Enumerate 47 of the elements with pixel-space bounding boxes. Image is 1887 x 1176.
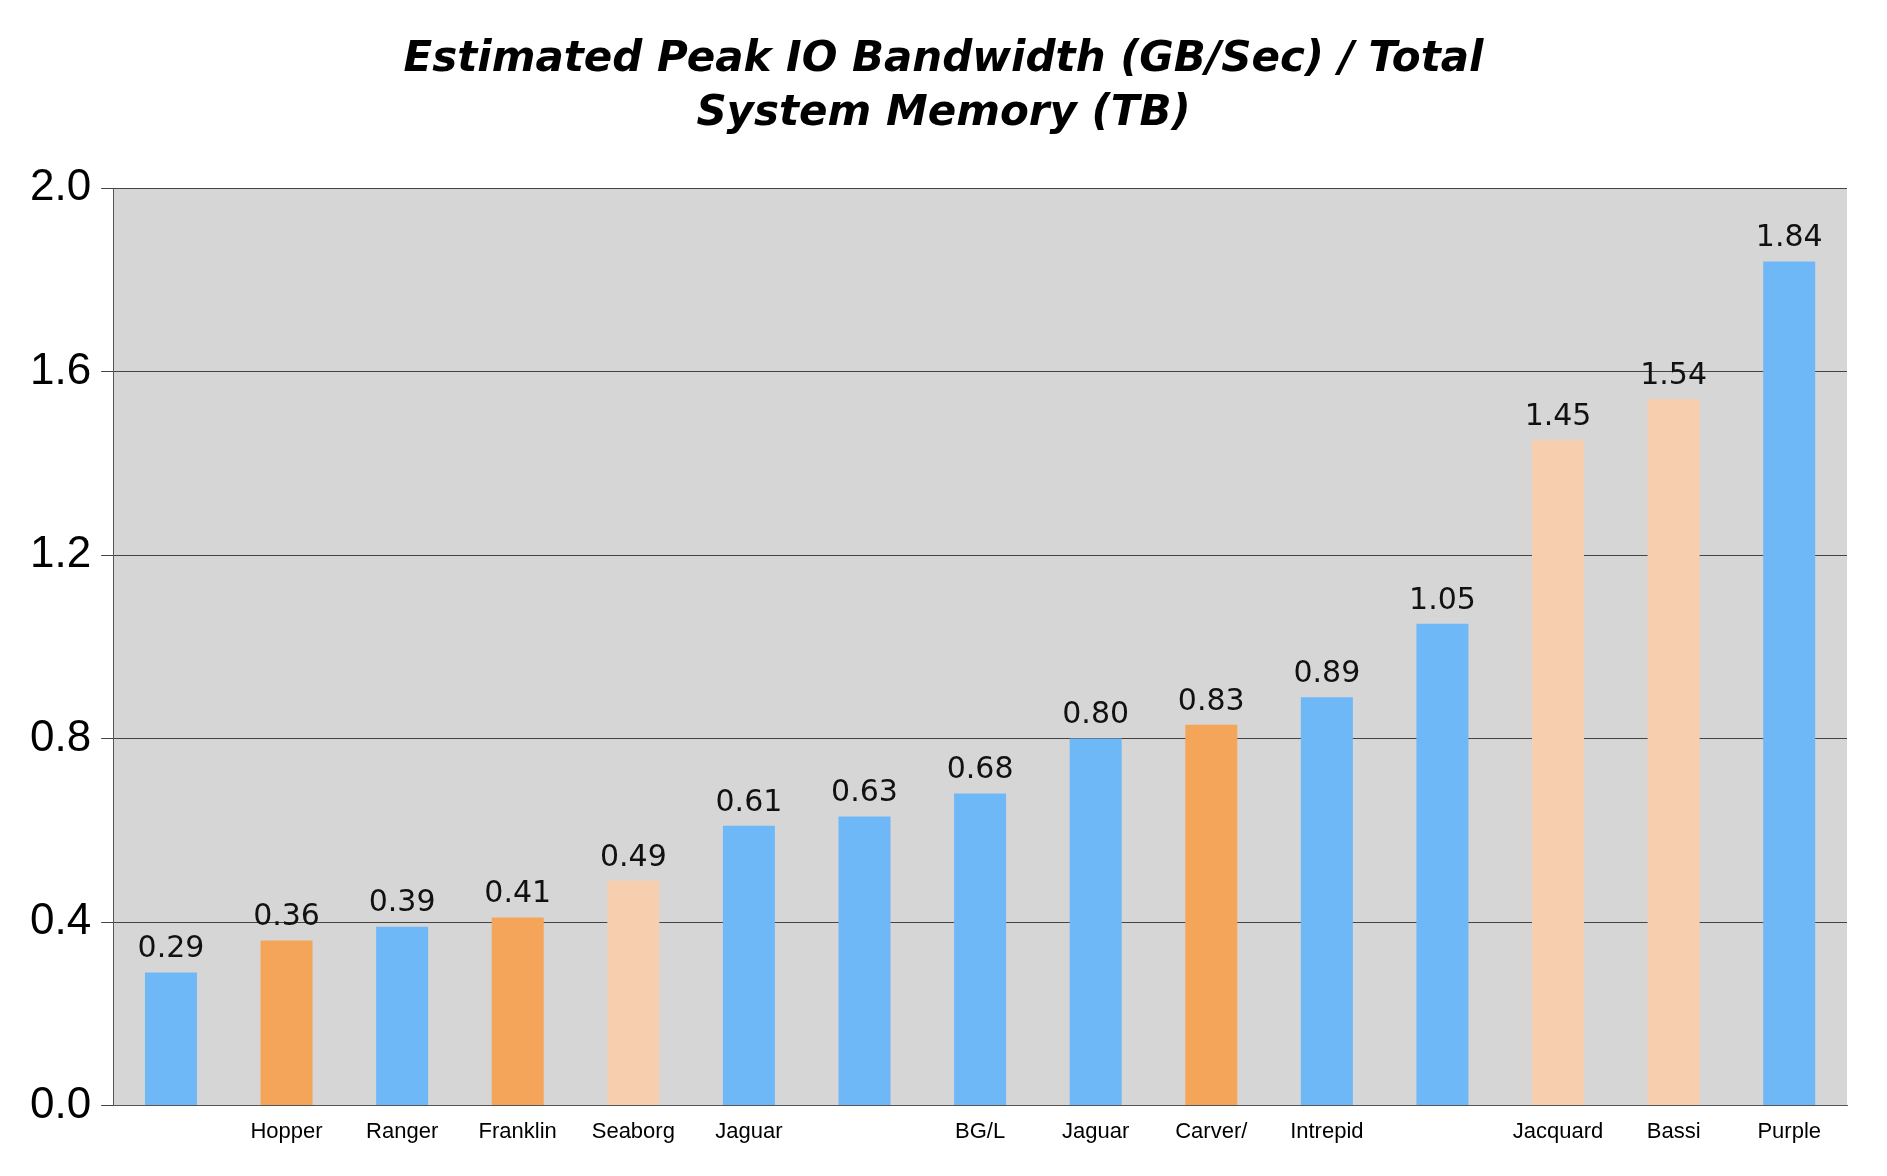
bar bbox=[722, 825, 775, 1106]
data-label: 0.63 bbox=[831, 773, 898, 809]
x-tick-label: Jacquard bbox=[1512, 1117, 1604, 1143]
data-label: 1.45 bbox=[1524, 397, 1592, 433]
y-tick-label: 1.2 bbox=[29, 527, 92, 577]
bar bbox=[1647, 399, 1700, 1106]
x-tick-label: Carver/ bbox=[1175, 1117, 1249, 1143]
bar bbox=[376, 926, 429, 1106]
bar bbox=[1416, 623, 1469, 1106]
bar bbox=[1532, 440, 1585, 1106]
x-tick-label: Jaguar bbox=[715, 1117, 783, 1143]
x-tick-label: Intrepid bbox=[1290, 1117, 1364, 1143]
data-label: 1.05 bbox=[1409, 580, 1476, 616]
bar bbox=[491, 917, 544, 1106]
x-tick-label: Hopper bbox=[250, 1117, 323, 1143]
y-tick-label: 0.4 bbox=[29, 894, 92, 944]
data-label: 0.39 bbox=[368, 883, 436, 919]
chart-title: Estimated Peak IO Bandwidth (GB/Sec) / Total System Memory (TB) bbox=[402, 31, 1485, 137]
bar bbox=[838, 816, 891, 1106]
bar bbox=[1069, 738, 1122, 1106]
x-tick-label: Seaborg bbox=[591, 1117, 675, 1143]
data-label: 0.83 bbox=[1177, 681, 1245, 717]
y-tick-label: 2.0 bbox=[29, 160, 92, 210]
bar bbox=[607, 880, 660, 1106]
data-label: 1.84 bbox=[1755, 218, 1823, 254]
data-label: 0.49 bbox=[599, 837, 667, 873]
x-tick-label: Purple bbox=[1757, 1117, 1821, 1143]
data-label: 0.61 bbox=[715, 782, 783, 818]
x-tick-label: Jaguar bbox=[1062, 1117, 1130, 1143]
y-tick-label: 0.8 bbox=[29, 710, 92, 760]
bar bbox=[1300, 697, 1353, 1106]
data-label: 0.80 bbox=[1062, 695, 1130, 731]
data-label: 0.29 bbox=[137, 929, 205, 965]
bar bbox=[954, 793, 1007, 1106]
y-tick-label: 0.0 bbox=[29, 1077, 92, 1127]
bar bbox=[260, 940, 313, 1106]
data-label: 0.41 bbox=[484, 874, 552, 910]
bar bbox=[1763, 261, 1816, 1106]
x-tick-label: Bassi bbox=[1646, 1117, 1701, 1143]
x-tick-label: Ranger bbox=[366, 1117, 439, 1143]
bar bbox=[1185, 724, 1238, 1106]
x-tick-label: Franklin bbox=[478, 1117, 557, 1143]
data-label: 0.68 bbox=[946, 750, 1014, 786]
data-label: 0.89 bbox=[1293, 654, 1361, 690]
bar bbox=[144, 972, 197, 1106]
y-tick-label: 1.6 bbox=[29, 343, 92, 393]
x-tick-label: BG/L bbox=[955, 1117, 1006, 1143]
